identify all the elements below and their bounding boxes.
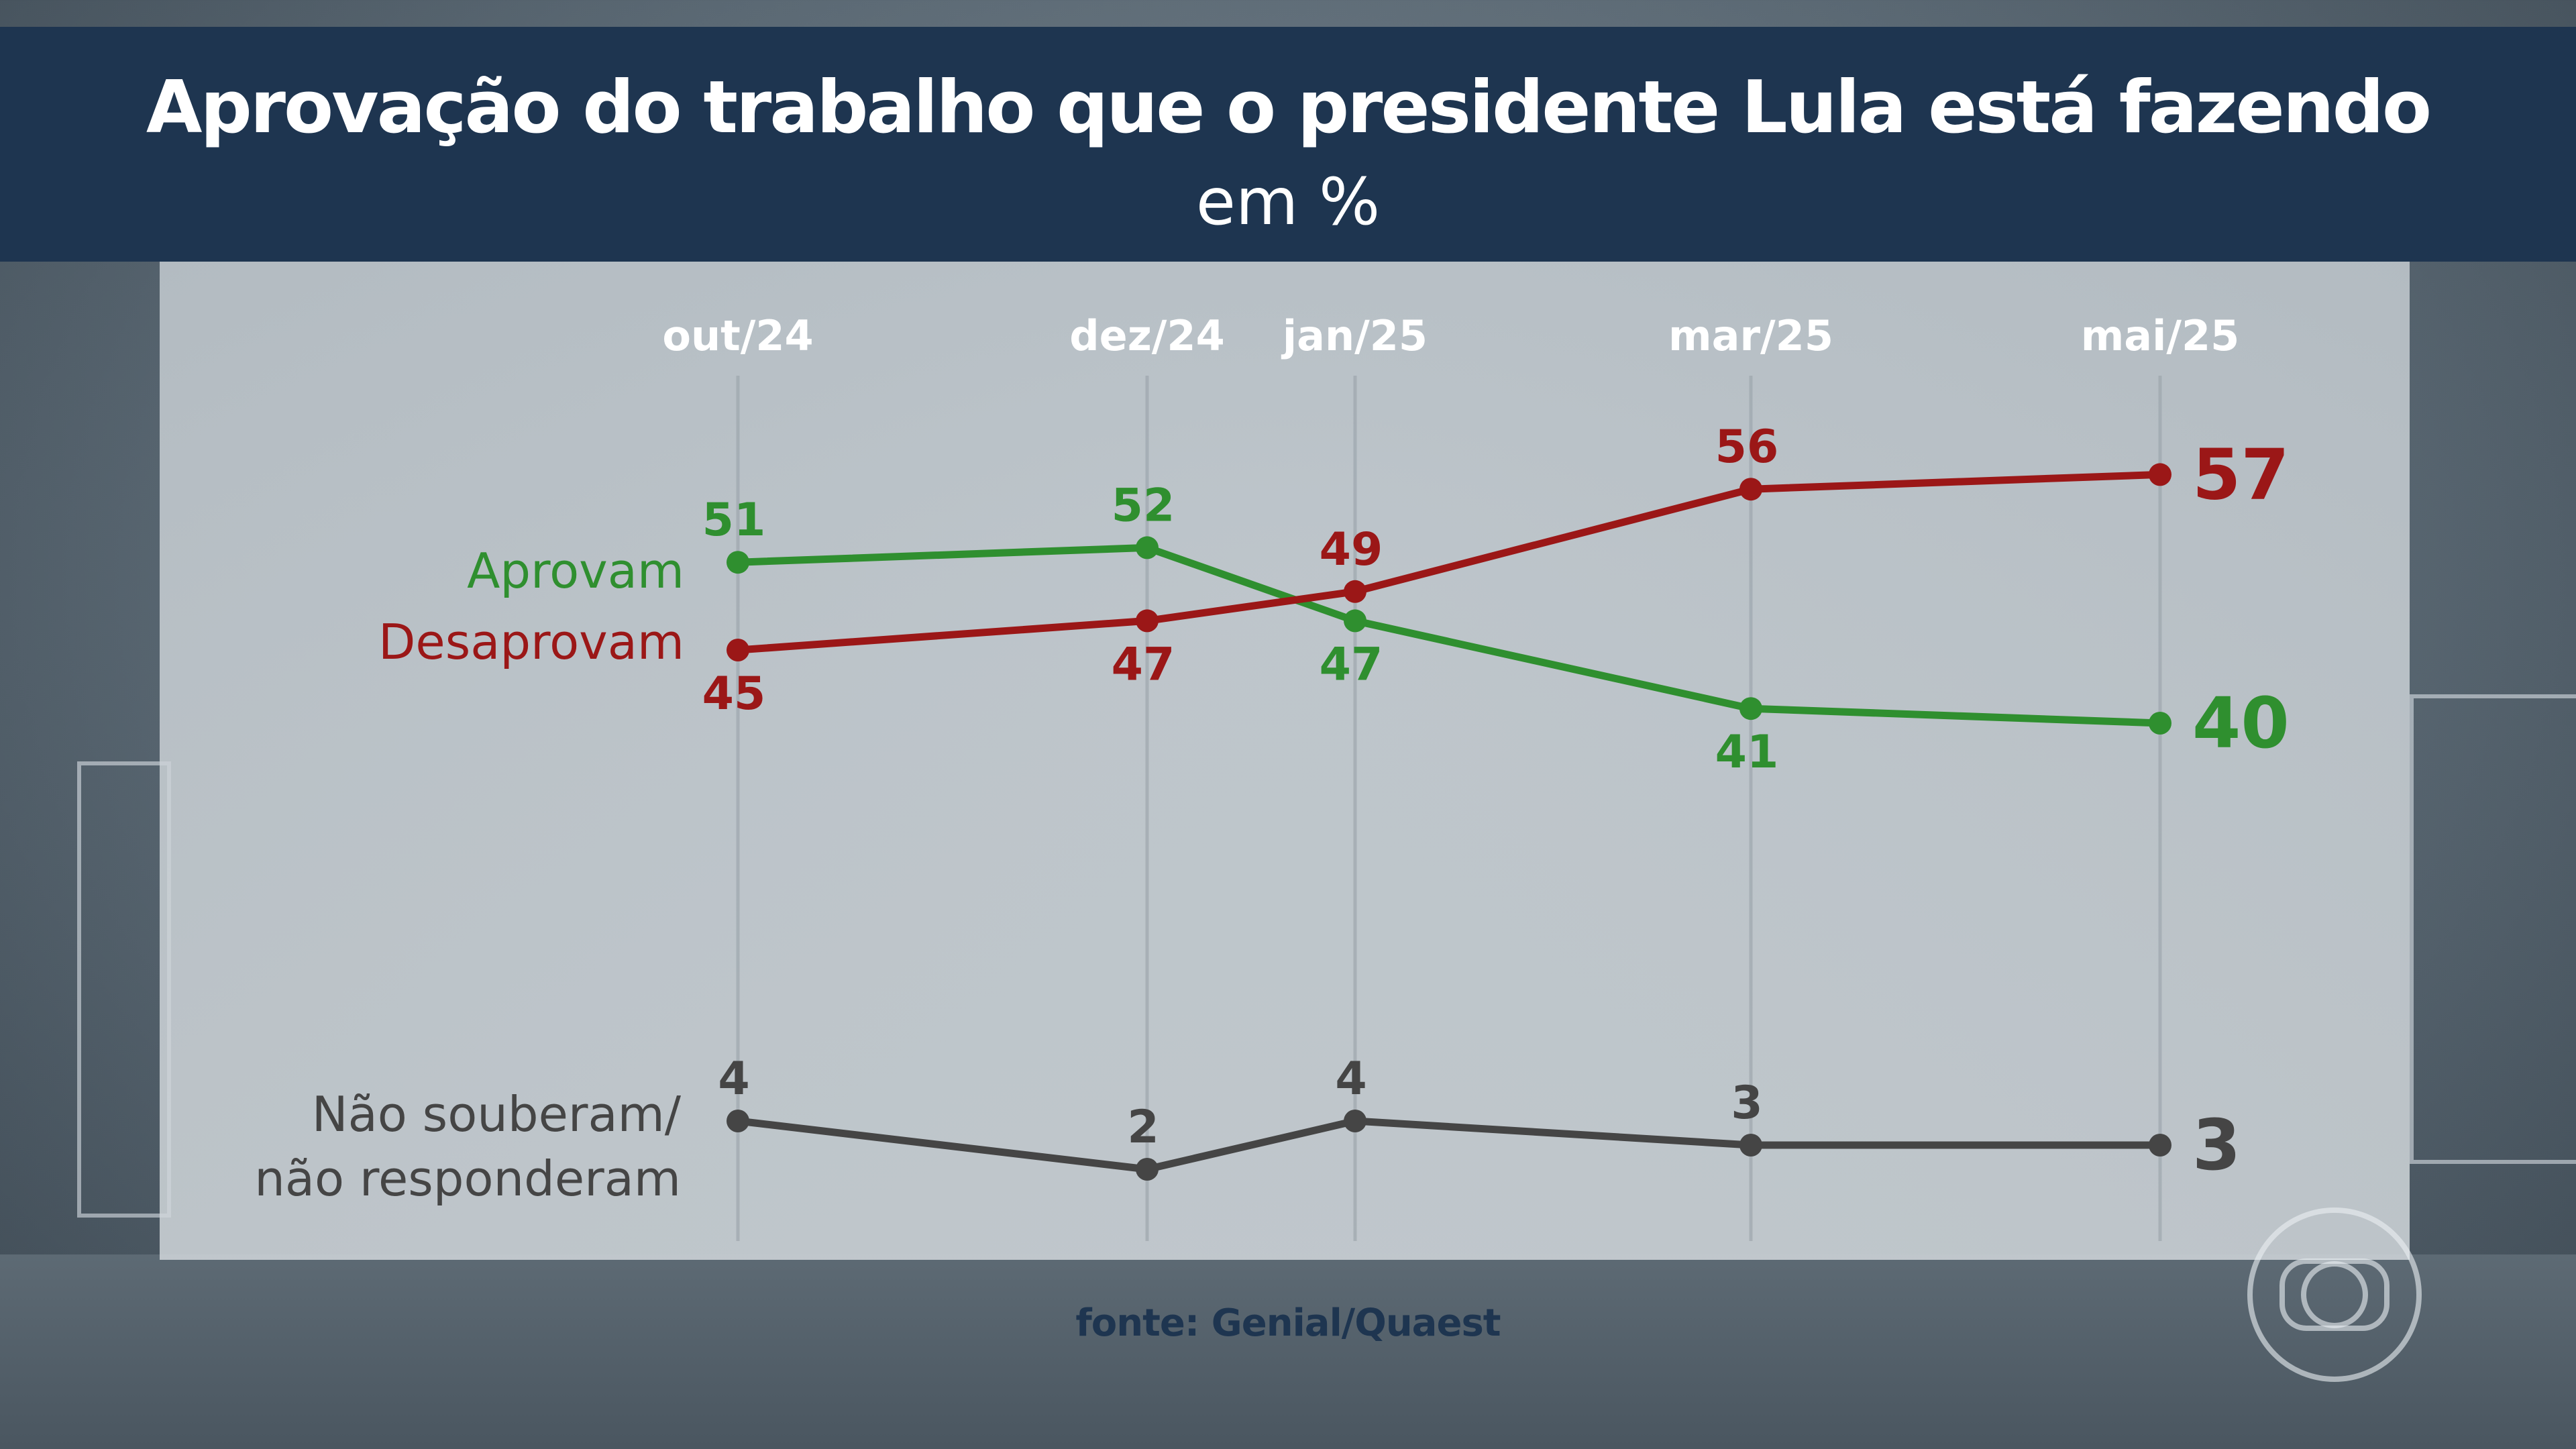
series-line-nao_souberam	[737, 1117, 2160, 1173]
x-tick-label: jan/25	[1281, 311, 1428, 360]
data-label-desaprovam: 49	[1320, 523, 1383, 576]
tv-globo-logo-icon	[2247, 1208, 2422, 1382]
data-label-nao_souberam: 4	[1335, 1053, 1366, 1106]
logo-circle	[2301, 1261, 2368, 1328]
data-point-desaprovam	[727, 639, 749, 661]
data-label-aprovam: 51	[702, 494, 766, 547]
data-point-nao_souberam	[1344, 1110, 1366, 1132]
data-label-desaprovam: 56	[1715, 421, 1779, 474]
series-line-desaprovam	[737, 470, 2161, 654]
legend-label-desaprovam: Desaprovam	[378, 614, 684, 670]
header-banner: Aprovação do trabalho que o presidente L…	[0, 27, 2576, 262]
data-label-desaprovam: 45	[702, 667, 766, 720]
x-tick-label: dez/24	[1069, 311, 1224, 360]
source-note: fonte: Genial/Quaest	[1075, 1301, 1501, 1345]
chart-subtitle: em %	[1195, 164, 1381, 239]
data-point-desaprovam	[1344, 580, 1366, 603]
data-label-aprovam: 41	[1715, 726, 1779, 779]
data-point-desaprovam	[2149, 463, 2171, 486]
studio-floor	[0, 1254, 2576, 1449]
data-label-nao_souberam: 3	[1731, 1077, 1762, 1130]
data-point-aprovam	[1344, 609, 1366, 633]
data-point-nao_souberam	[1739, 1134, 1762, 1157]
data-point-aprovam	[1739, 697, 1762, 720]
data-label-nao_souberam: 2	[1127, 1101, 1159, 1154]
data-point-aprovam	[2149, 712, 2171, 735]
data-label-aprovam: 52	[1112, 479, 1175, 532]
x-tick-label: mar/25	[1668, 311, 1833, 360]
data-point-nao_souberam	[727, 1110, 749, 1132]
data-label-desaprovam: 47	[1112, 638, 1175, 691]
legend-label-aprovam: Aprovam	[467, 543, 684, 599]
data-point-desaprovam	[1739, 478, 1762, 501]
chart-panel	[160, 262, 2410, 1260]
data-point-nao_souberam	[1136, 1158, 1159, 1181]
chart-title: Aprovação do trabalho que o presidente L…	[146, 66, 2432, 150]
data-point-aprovam	[727, 551, 749, 574]
data-label-aprovam: 47	[1320, 638, 1383, 691]
x-tick-label: mai/25	[2081, 311, 2240, 360]
background-frame-right	[2410, 694, 2576, 1164]
data-point-nao_souberam	[2149, 1134, 2171, 1157]
x-tick-label: out/24	[662, 311, 813, 360]
legend-label-nao-souberam-1: Não souberam/	[312, 1086, 682, 1142]
data-label-nao_souberam: 3	[2192, 1104, 2241, 1186]
data-point-desaprovam	[1136, 609, 1159, 633]
data-label-nao_souberam: 4	[718, 1053, 749, 1106]
data-point-aprovam	[1136, 536, 1159, 559]
legend-label-nao-souberam-2: não responderam	[254, 1150, 681, 1207]
data-label-aprovam: 40	[2192, 682, 2290, 764]
data-label-desaprovam: 57	[2192, 433, 2290, 515]
